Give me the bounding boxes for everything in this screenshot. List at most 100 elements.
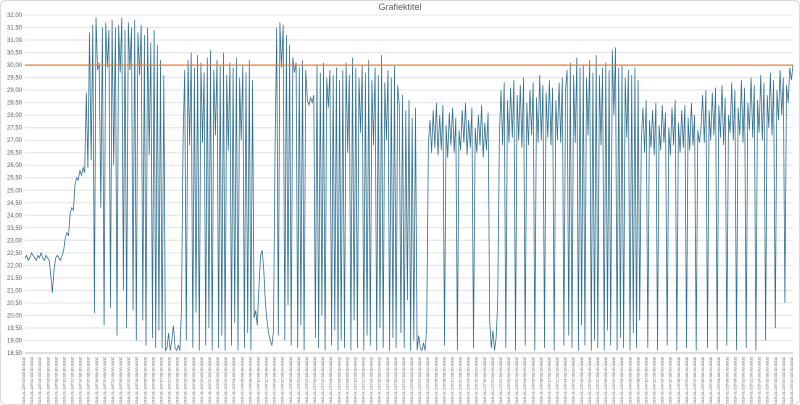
y-tick-label: 30,50 (7, 51, 23, 57)
x-tick-label: 2016-01-23T16:00:00.000Z (571, 356, 576, 404)
x-tick-label: 2016-01-23T14:00:00.000Z (563, 356, 568, 404)
x-tick-label: 2016-01-22T14:00:00.000Z (466, 356, 471, 404)
x-tick-label: 2016-01-21T12:00:00.000Z (361, 356, 366, 404)
y-tick-label: 19,50 (7, 326, 23, 332)
x-tick-label: 2016-01-25T20:00:00.000Z (781, 356, 786, 404)
x-tick-label: 2016-01-18T22:00:00.000Z (110, 356, 115, 404)
x-tick-label: 2016-01-23T20:00:00.000Z (587, 356, 592, 404)
x-tick-label: 2016-01-22T06:00:00.000Z (433, 356, 438, 404)
y-tick-label: 25,50 (7, 176, 23, 182)
y-tick-label: 26,50 (7, 151, 23, 157)
x-tick-label: 2016-01-20T04:00:00.000Z (231, 356, 236, 404)
x-tick-label: 2016-01-21T06:00:00.000Z (336, 356, 341, 404)
x-tick-label: 2016-01-18T00:00:00.000Z (21, 356, 26, 404)
x-tick-label: 2016-01-18T16:00:00.000Z (86, 356, 91, 404)
x-tick-label: 2016-01-21T08:00:00.000Z (344, 356, 349, 404)
x-tick-label: 2016-01-19T04:00:00.000Z (134, 356, 139, 404)
x-tick-label: 2016-01-25T22:00:00.000Z (789, 356, 794, 404)
y-tick-label: 20,50 (7, 301, 23, 307)
x-tick-label: 2016-01-24T10:00:00.000Z (644, 356, 649, 404)
y-tick-label: 25,00 (7, 188, 23, 194)
x-tick-label: 2016-01-21T16:00:00.000Z (377, 356, 382, 404)
chart-title: Grafiektitel (378, 2, 422, 12)
x-tick-label: 2016-01-24T12:00:00.000Z (652, 356, 657, 404)
x-tick-label: 2016-01-21T04:00:00.000Z (328, 356, 333, 404)
x-tick-label: 2016-01-24T16:00:00.000Z (668, 356, 673, 404)
x-tick-label: 2016-01-20T18:00:00.000Z (288, 356, 293, 404)
x-tick-label: 2016-01-23T10:00:00.000Z (547, 356, 552, 404)
x-tick-label: 2016-01-20T02:00:00.000Z (223, 356, 228, 404)
y-tick-label: 23,00 (7, 238, 23, 244)
x-tick-label: 2016-01-20T12:00:00.000Z (264, 356, 269, 404)
x-tick-label: 2016-01-21T02:00:00.000Z (320, 356, 325, 404)
x-tick-label: 2016-01-25T02:00:00.000Z (708, 356, 713, 404)
x-tick-label: 2016-01-23T18:00:00.000Z (579, 356, 584, 404)
x-tick-label: 2016-01-21T10:00:00.000Z (353, 356, 358, 404)
x-tick-label: 2016-01-22T18:00:00.000Z (482, 356, 487, 404)
x-tick-label: 2016-01-22T00:00:00.000Z (409, 356, 414, 404)
y-tick-label: 18,50 (7, 351, 23, 357)
y-tick-label: 24,50 (7, 201, 23, 207)
x-tick-label: 2016-01-22T08:00:00.000Z (441, 356, 446, 404)
x-tick-label: 2016-01-23T02:00:00.000Z (514, 356, 519, 404)
y-tick-label: 26,00 (7, 163, 23, 169)
y-tick-label: 21,00 (7, 288, 23, 294)
y-tick-label: 27,50 (7, 126, 23, 132)
x-tick-label: 2016-01-24T02:00:00.000Z (611, 356, 616, 404)
x-tick-label: 2016-01-23T00:00:00.000Z (506, 356, 511, 404)
x-tick-label: 2016-01-23T08:00:00.000Z (538, 356, 543, 404)
x-tick-label: 2016-01-19T18:00:00.000Z (191, 356, 196, 404)
x-tick-label: 2016-01-20T22:00:00.000Z (304, 356, 309, 404)
x-tick-label: 2016-01-25T08:00:00.000Z (732, 356, 737, 404)
x-tick-label: 2016-01-21T14:00:00.000Z (369, 356, 374, 404)
x-tick-label: 2016-01-21T00:00:00.000Z (312, 356, 317, 404)
y-tick-label: 32,00 (7, 13, 23, 19)
x-tick-label: 2016-01-18T02:00:00.000Z (29, 356, 34, 404)
x-tick-label: 2016-01-25T10:00:00.000Z (741, 356, 746, 404)
x-tick-label: 2016-01-21T18:00:00.000Z (385, 356, 390, 404)
x-tick-label: 2016-01-25T12:00:00.000Z (749, 356, 754, 404)
x-tick-label: 2016-01-23T04:00:00.000Z (522, 356, 527, 404)
x-tick-label: 2016-01-18T18:00:00.000Z (94, 356, 99, 404)
x-tick-label: 2016-01-22T16:00:00.000Z (474, 356, 479, 404)
x-tick-label: 2016-01-22T04:00:00.000Z (425, 356, 430, 404)
x-tick-label: 2016-01-20T10:00:00.000Z (255, 356, 260, 404)
x-tick-label: 2016-01-19T22:00:00.000Z (207, 356, 212, 404)
x-tick-label: 2016-01-25T04:00:00.000Z (716, 356, 721, 404)
x-tick-label: 2016-01-25T16:00:00.000Z (765, 356, 770, 404)
x-tick-label: 2016-01-24T08:00:00.000Z (635, 356, 640, 404)
y-tick-label: 21,50 (7, 276, 23, 282)
x-tick-label: 2016-01-19T10:00:00.000Z (158, 356, 163, 404)
x-tick-label: 2016-01-22T22:00:00.000Z (498, 356, 503, 404)
x-tick-label: 2016-01-18T20:00:00.000Z (102, 356, 107, 404)
x-tick-label: 2016-01-19T08:00:00.000Z (150, 356, 155, 404)
x-tick-label: 2016-01-22T10:00:00.000Z (450, 356, 455, 404)
x-tick-label: 2016-01-22T20:00:00.000Z (490, 356, 495, 404)
y-tick-label: 27,00 (7, 138, 23, 144)
x-tick-label: 2016-01-20T06:00:00.000Z (239, 356, 244, 404)
x-tick-label: 2016-01-19T20:00:00.000Z (199, 356, 204, 404)
x-tick-label: 2016-01-22T12:00:00.000Z (458, 356, 463, 404)
x-tick-label: 2016-01-24T22:00:00.000Z (692, 356, 697, 404)
x-tick-label: 2016-01-25T14:00:00.000Z (757, 356, 762, 404)
y-tick-label: 22,50 (7, 251, 23, 257)
x-tick-label: 2016-01-23T12:00:00.000Z (555, 356, 560, 404)
x-tick-label: 2016-01-19T14:00:00.000Z (175, 356, 180, 404)
x-tick-label: 2016-01-20T14:00:00.000Z (272, 356, 277, 404)
x-tick-label: 2016-01-18T10:00:00.000Z (61, 356, 66, 404)
x-tick-label: 2016-01-18T12:00:00.000Z (70, 356, 75, 404)
x-tick-label: 2016-01-24T14:00:00.000Z (660, 356, 665, 404)
x-tick-label: 2016-01-24T04:00:00.000Z (619, 356, 624, 404)
y-tick-label: 22,00 (7, 263, 23, 269)
x-tick-label: 2016-01-19T12:00:00.000Z (167, 356, 172, 404)
x-tick-label: 2016-01-20T00:00:00.000Z (215, 356, 220, 404)
y-tick-label: 31,50 (7, 26, 23, 32)
x-tick-label: 2016-01-23T06:00:00.000Z (530, 356, 535, 404)
x-tick-label: 2016-01-20T20:00:00.000Z (296, 356, 301, 404)
x-tick-label: 2016-01-20T08:00:00.000Z (247, 356, 252, 404)
series-line (24, 17, 794, 352)
x-tick-label: 2016-01-25T00:00:00.000Z (700, 356, 705, 404)
x-tick-label: 2016-01-18T08:00:00.000Z (53, 356, 58, 404)
